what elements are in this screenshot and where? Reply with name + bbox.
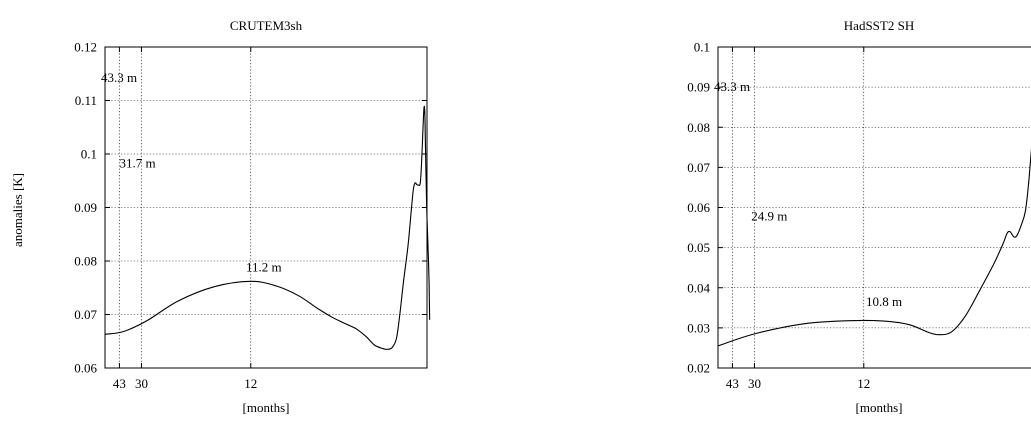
peak-annotation: 11.2 m	[246, 260, 282, 275]
y-tick-label: 0.08	[74, 254, 97, 269]
chart-hadsst2-sh: HadSST2 SH 0.02 0.03 0.04 0.05 0.06 0.07 0.08 0.…	[687, 18, 1031, 415]
y-tick-label: 0.1	[81, 147, 97, 162]
y-tick-label: 0.11	[75, 93, 97, 108]
peak-annotation: 10.8 m	[866, 294, 902, 309]
peak-annotation: 43.3 m	[714, 79, 750, 94]
series-line	[717, 148, 1031, 347]
y-tick-label: 0.07	[74, 307, 97, 322]
y-tick-label: 0.07	[687, 160, 710, 175]
y-tick-label: 0.02	[687, 361, 710, 376]
y-tick-label: 0.12	[74, 40, 97, 55]
chart-title: HadSST2 SH	[844, 18, 914, 33]
y-tick-label: 0.06	[74, 361, 97, 376]
chart-crutem3sh: CRUTEM3sh 0.06 0.07 0.08 0.09 0.1 0.11 0.12 12 30…	[74, 18, 431, 415]
y-tick-label: 0.04	[687, 280, 710, 295]
x-tick-label: 12	[857, 376, 870, 391]
x-axis-label: [months]	[243, 400, 290, 415]
x-tick-label: 43	[726, 376, 739, 391]
x-tick-label: 30	[748, 376, 761, 391]
y-tick-label: 0.06	[687, 200, 710, 215]
x-tick-label: 30	[135, 376, 148, 391]
series-line	[104, 105, 431, 350]
y-tick-label: 0.05	[687, 240, 710, 255]
y-tick-label: 0.09	[687, 80, 710, 95]
y-tick-label: 0.1	[694, 40, 710, 55]
x-tick-label: 12	[244, 376, 257, 391]
x-tick-label: 43	[113, 376, 126, 391]
x-axis-label: [months]	[856, 400, 903, 415]
peak-annotation: 31.7 m	[119, 155, 155, 170]
plot-frame	[717, 46, 1031, 369]
y-axis-label: anomalies [K]	[10, 173, 25, 247]
y-tick-label: 0.08	[687, 120, 710, 135]
y-tick-label: 0.09	[74, 200, 97, 215]
y-tick-label: 0.03	[687, 320, 710, 335]
peak-annotation: 24.9 m	[751, 209, 787, 224]
peak-annotation: 43.3 m	[101, 70, 137, 85]
chart-title: CRUTEM3sh	[230, 18, 303, 33]
